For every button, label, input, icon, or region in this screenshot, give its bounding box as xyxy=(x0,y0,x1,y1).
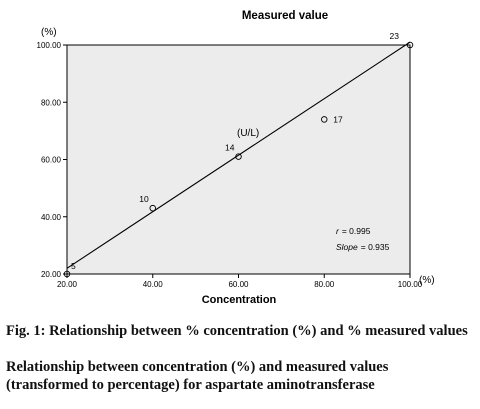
r-value: = 0.995 xyxy=(342,226,371,236)
point-label: 17 xyxy=(333,114,343,124)
data-point xyxy=(63,270,71,278)
data-point xyxy=(406,41,414,49)
unit-annotation: (U/L) xyxy=(237,128,259,139)
regression-line-layer xyxy=(66,41,411,269)
x-tick-label: 40.00 xyxy=(143,280,164,289)
slope-value: = 0.935 xyxy=(361,242,390,252)
slope-annotation: Slope = 0.935 xyxy=(336,242,390,252)
data-points-layer: 5 10 14 17 23 xyxy=(63,31,414,278)
slope-symbol: Slope xyxy=(336,242,358,252)
x-unit-label: (%) xyxy=(419,275,435,286)
r-symbol: r xyxy=(336,226,340,236)
regression-line xyxy=(66,41,411,269)
point-label: 23 xyxy=(390,31,400,41)
y-tick-label: 60.00 xyxy=(41,156,62,165)
x-tick-label: 60.00 xyxy=(228,280,249,289)
y-axis: 20.00 40.00 60.00 80.00 100.00 xyxy=(37,41,67,279)
data-point xyxy=(235,153,242,160)
y-tick-label: 100.00 xyxy=(37,41,62,50)
y-tick-label: 20.00 xyxy=(41,270,62,279)
chart-title: Measured value xyxy=(242,10,328,22)
figure-caption-description: Relationship between concentration (%) a… xyxy=(6,359,389,393)
x-tick-label: 100.00 xyxy=(398,280,423,289)
scatter-chart: Measured value (%) 20.00 40.00 60.00 80.00 1… xyxy=(37,10,435,306)
x-axis: 20.00 40.00 60.00 80.00 100.00 xyxy=(57,274,423,289)
point-label: 10 xyxy=(139,194,149,204)
data-point xyxy=(321,116,328,123)
y-tick-label: 80.00 xyxy=(41,98,62,107)
x-tick-label: 20.00 xyxy=(57,280,78,289)
point-label: 5 xyxy=(71,261,76,271)
data-point xyxy=(149,204,156,212)
y-unit-label: (%) xyxy=(41,27,57,38)
x-tick-label: 80.00 xyxy=(314,280,335,289)
figure-caption-title: Fig. 1: Relationship between % concentra… xyxy=(6,323,468,339)
y-tick-label: 40.00 xyxy=(41,213,62,222)
point-label: 14 xyxy=(225,143,235,153)
r-annotation: r = 0.995 xyxy=(336,226,371,236)
x-axis-label: Concentration xyxy=(202,294,277,306)
